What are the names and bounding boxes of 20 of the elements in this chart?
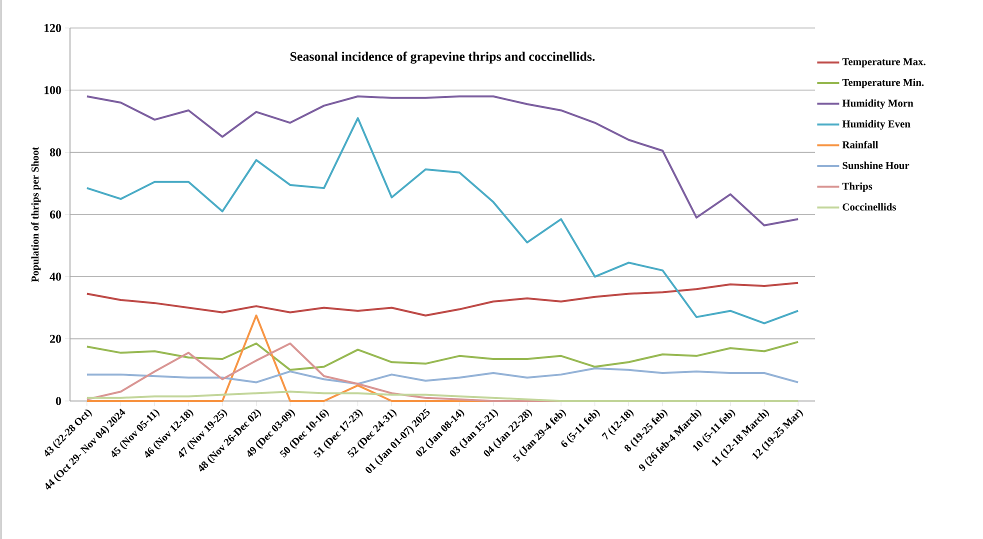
y-tick-label: 40 xyxy=(50,272,62,281)
y-tick-label: 100 xyxy=(44,86,62,94)
y-tick-label: 20 xyxy=(50,334,62,343)
legend-label: Thrips xyxy=(842,182,872,192)
line-series xyxy=(86,340,800,371)
y-tick-label: 80 xyxy=(50,148,62,156)
legend-label: Sunshine Hour xyxy=(842,162,910,170)
text: Seasonal incidence of grapevine thrips and coccinellids. xyxy=(290,52,595,64)
legend-label: Humidity Morn xyxy=(842,99,914,109)
y-tick-label: 120 xyxy=(44,24,62,32)
legend-label: Temperature Min. xyxy=(842,78,924,88)
y-tick-label: 0 xyxy=(56,396,62,406)
legend-label: Rainfall xyxy=(842,140,878,148)
legend-label: Humidity Even xyxy=(842,120,910,130)
y-axis-title: Population of thrips per Shoot xyxy=(31,146,41,282)
legend-label: Coccinellids xyxy=(842,203,896,211)
line-series xyxy=(86,117,800,324)
line-series xyxy=(86,95,800,226)
legend-label: Temperature Max. xyxy=(842,58,926,68)
y-tick-label: 60 xyxy=(50,210,62,219)
